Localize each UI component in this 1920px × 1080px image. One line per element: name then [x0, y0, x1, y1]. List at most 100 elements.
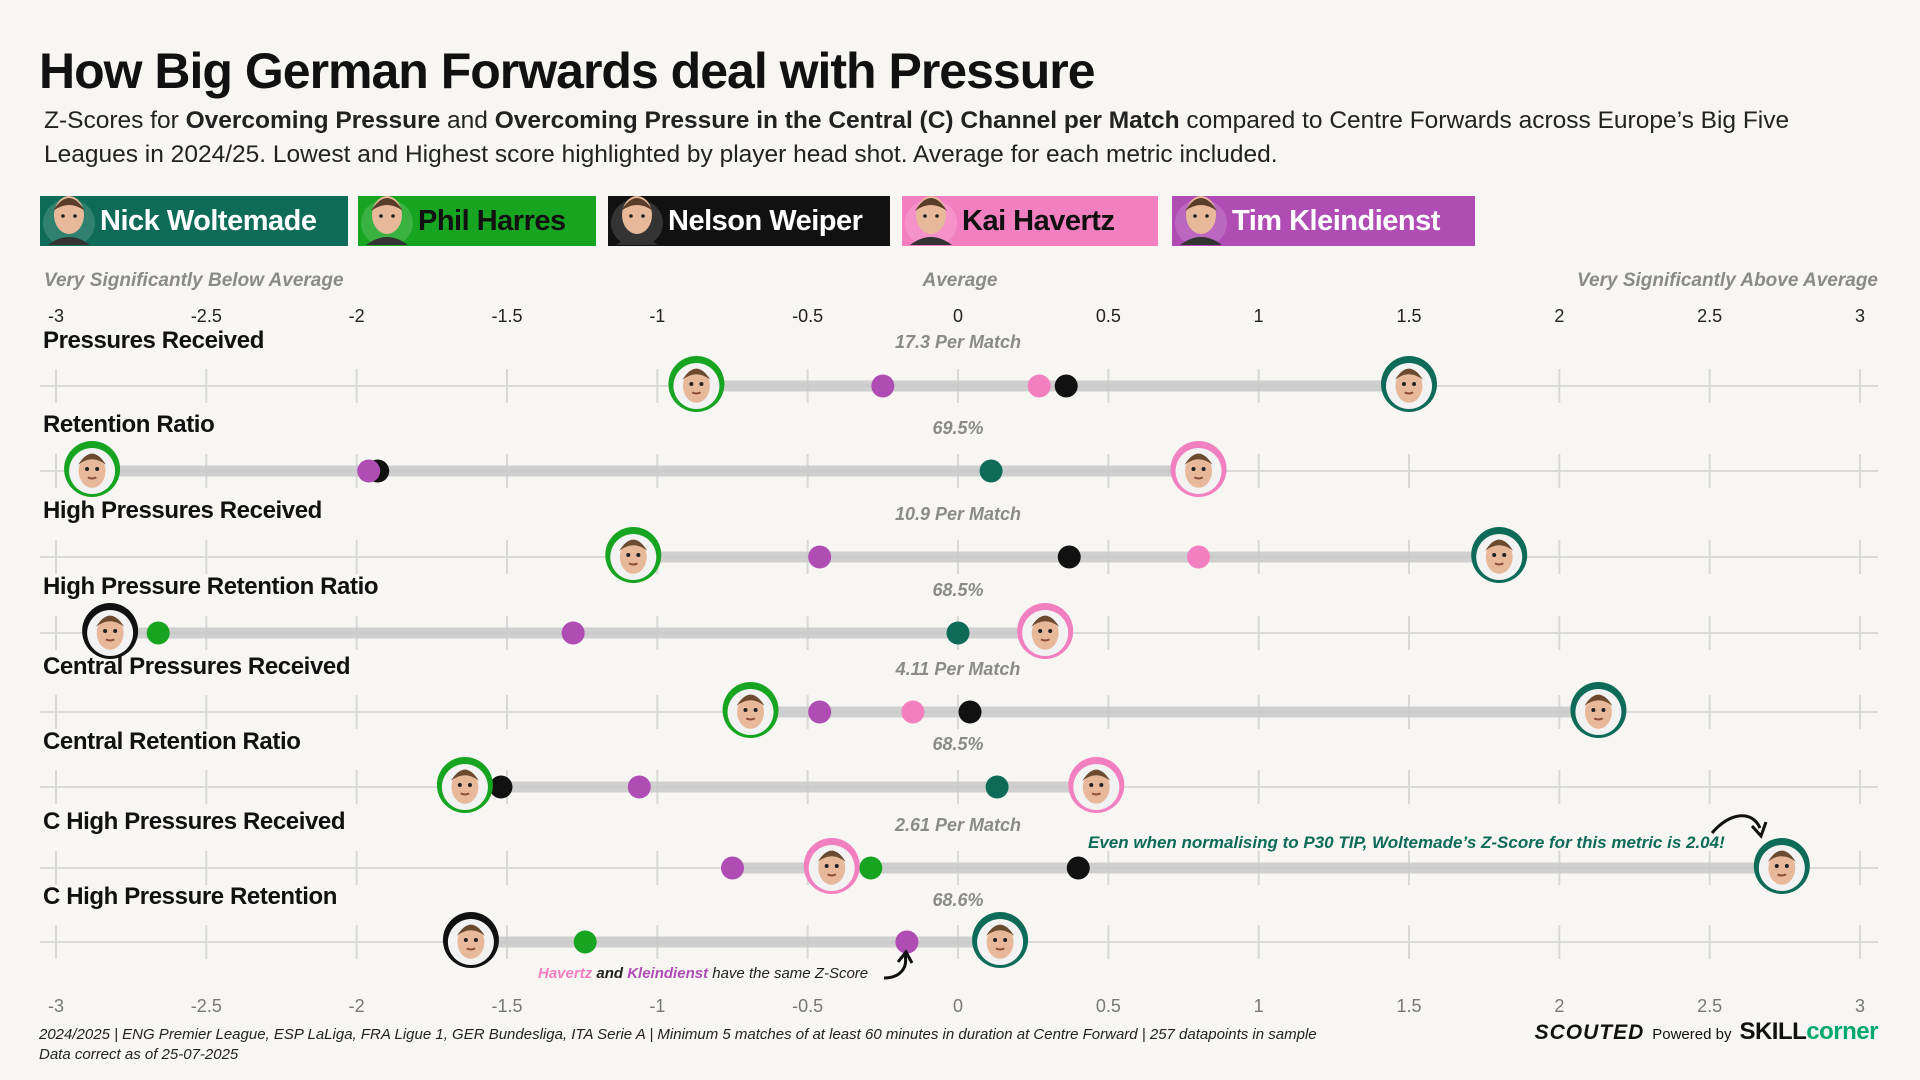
x-tick-label-bottom: -0.5	[792, 996, 823, 1016]
curved-arrow-icon	[883, 954, 908, 980]
headshot-eye	[103, 629, 108, 633]
player-headshot-icon	[972, 912, 1029, 968]
avatar-eye	[641, 214, 645, 218]
headshot-hair	[456, 924, 485, 936]
legend-headshot	[905, 196, 957, 247]
headshot-hair	[450, 769, 479, 781]
metric-row: Central Retention Ratio 68.5%	[43, 728, 1125, 813]
avatar-shirt	[910, 237, 952, 245]
player-avatar-icon	[40, 183, 98, 247]
metric-label: Central Pressures Received	[43, 653, 350, 680]
headshot-face	[986, 925, 1014, 959]
player-dot	[895, 930, 919, 954]
headshot-face	[619, 540, 647, 574]
x-tick-label-bottom: -1	[649, 996, 665, 1016]
headshot-face	[1185, 454, 1212, 488]
player-avatar-icon	[1172, 183, 1230, 247]
player-dot	[1057, 545, 1081, 569]
x-tick-label-bottom: -2	[349, 996, 365, 1016]
headshot-eye	[1401, 382, 1406, 386]
legend-label: Kai Havertz	[962, 204, 1115, 237]
avatar-eye	[923, 214, 927, 218]
x-axis-top: -3 -2.5 -2 -1.5 -1 -0.5 0 0.5 1 1.5 2 2.5 3	[48, 306, 1865, 326]
x-tick-label-top: 2.5	[1697, 306, 1722, 326]
headshot-eye	[1492, 553, 1497, 557]
headshot-mouth	[827, 873, 837, 877]
player-dot	[561, 621, 585, 645]
x-tick-label-top: -2	[349, 306, 365, 326]
headshot-hair	[1031, 615, 1060, 627]
headshot-eye	[743, 708, 748, 712]
headshot-eye	[699, 382, 704, 386]
headshot-hair	[736, 694, 765, 706]
metric-rows: Pressures Received 17.3 Per Match Retentio…	[43, 327, 1810, 968]
avatar-shirt	[616, 237, 658, 245]
same-score-annotation: Havertz and Kleindienst have the same Z-…	[538, 965, 868, 982]
x-tick-label-top: 0	[953, 306, 963, 326]
headshot-mouth	[1593, 717, 1604, 721]
player-headshot-icon	[1017, 603, 1074, 659]
avatar-hair	[371, 198, 403, 211]
x-tick-label-bottom: 3	[1855, 996, 1865, 1016]
player-dot	[985, 775, 1009, 799]
subtitle: Z-Scores for Overcoming Pressure and Ove…	[44, 104, 1884, 172]
legend-label: Phil Harres	[418, 204, 566, 237]
player-headshot-icon	[64, 441, 121, 497]
player-dot	[1054, 374, 1078, 398]
metric-label: High Pressures Received	[43, 497, 322, 524]
average-label: 68.5%	[932, 734, 983, 754]
avatar-eye	[61, 214, 65, 218]
headshot-face	[682, 369, 710, 403]
x-tick-label-bottom: 0	[953, 996, 963, 1016]
average-label: 2.61 Per Match	[894, 815, 1021, 835]
headshot-mouth	[105, 638, 115, 642]
headshot-eye	[457, 783, 462, 787]
average-label: 10.9 Per Match	[895, 504, 1021, 524]
subtitle-text-2: and	[440, 107, 495, 134]
metric-row: C High Pressures Received 2.61 Per Match	[43, 808, 1810, 894]
avatar-eye	[1205, 214, 1209, 218]
player-dot	[1187, 545, 1211, 569]
player-dot	[721, 856, 744, 880]
metric-row: Central Pressures Received 4.11 Per Match	[43, 653, 1627, 738]
player-dot	[146, 621, 170, 645]
x-tick-label-top: -2.5	[191, 306, 222, 326]
subtitle-bold-1: Overcoming Pressure	[185, 107, 441, 134]
player-headshot-icon	[436, 757, 493, 813]
same-score-and: and	[592, 965, 627, 982]
x-tick-label-top: 3	[1855, 306, 1865, 326]
average-label: 68.5%	[932, 580, 983, 600]
player-headshot-icon	[442, 912, 499, 968]
x-tick-label-bottom: 0.5	[1096, 996, 1121, 1016]
x-tick-label-top: -1.5	[491, 306, 522, 326]
headshot-mouth	[628, 562, 638, 566]
player-headshot-icon	[1570, 682, 1627, 738]
player-headshot-icon	[722, 682, 779, 738]
headshot-face	[818, 851, 846, 885]
skillcorner-skill: SKILL	[1739, 1018, 1807, 1045]
player-dot	[979, 459, 1003, 483]
headshot-eye	[1201, 467, 1206, 471]
scale-label-right: Very Significantly Above Average	[1577, 270, 1878, 291]
avatar-eye	[629, 214, 633, 218]
avatar-hair	[53, 198, 85, 211]
headshot-eye	[1099, 783, 1104, 787]
headshot-face	[1395, 369, 1423, 403]
avatar-eye	[391, 214, 395, 218]
curved-arrow-icon	[1710, 814, 1762, 834]
headshot-eye	[467, 783, 472, 787]
headshot-eye	[993, 938, 998, 942]
x-tick-label-bottom: 1.5	[1396, 996, 1421, 1016]
metric-label: Central Retention Ratio	[43, 728, 300, 755]
headshot-face	[96, 616, 124, 650]
headshot-hair	[817, 850, 846, 862]
headshot-hair	[986, 924, 1015, 936]
x-tick-label-top: -1	[649, 306, 665, 326]
legend-headshot	[361, 196, 413, 247]
avatar-svg	[905, 196, 957, 247]
x-tick-label-top: -3	[48, 306, 64, 326]
metric-label: Retention Ratio	[43, 411, 214, 438]
player-headshot-icon	[1381, 356, 1437, 412]
player-avatar-icon	[358, 183, 416, 247]
